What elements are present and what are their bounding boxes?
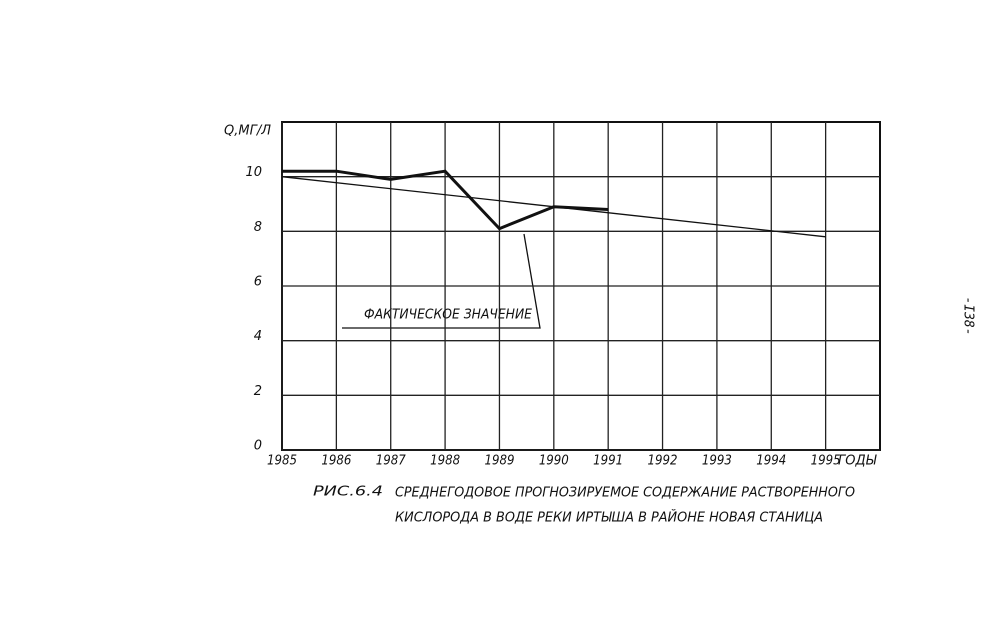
x-tick-label: 1989 <box>484 454 514 469</box>
annotation: ФАКТИЧЕСКОЕ ЗНАЧЕНИЕ <box>364 308 533 323</box>
x-axis-label: ГОДЫ <box>838 454 878 469</box>
x-tick-label: 1985 <box>267 454 297 469</box>
x-tick-label: 1992 <box>648 454 678 469</box>
x-tick-label: 1993 <box>702 454 732 469</box>
y-tick-label: 6 <box>254 275 262 290</box>
caption-line: СРЕДНЕГОДОВОЕ ПРОГНОЗИРУЕМОЕ СОДЕРЖАНИЕ … <box>395 486 855 501</box>
y-axis-label: Q,МГ/Л <box>224 124 271 139</box>
data-line <box>281 176 826 238</box>
x-tick-label: 1987 <box>376 454 407 469</box>
x-tick-label: 1991 <box>593 454 623 469</box>
y-tick-label: 4 <box>254 329 262 344</box>
y-tick-label: 0 <box>254 439 262 454</box>
y-tick-label: 2 <box>254 384 262 399</box>
x-tick-label: 1988 <box>430 454 460 469</box>
x-tick-label: 1994 <box>756 454 786 469</box>
x-tick-label: 1995 <box>811 454 841 469</box>
x-tick-label: 1986 <box>321 454 351 469</box>
y-tick-label: 10 <box>245 165 262 180</box>
page-number: -I38- <box>961 296 976 335</box>
figure-label: РИС.6.4 <box>313 485 383 500</box>
caption-line: КИСЛОРОДА В ВОДЕ РЕКИ ИРТЫША В РАЙОНЕ НО… <box>395 510 823 526</box>
x-tick-label: 1990 <box>539 454 569 469</box>
y-tick-label: 8 <box>254 220 262 235</box>
annotation-leader <box>342 233 541 329</box>
